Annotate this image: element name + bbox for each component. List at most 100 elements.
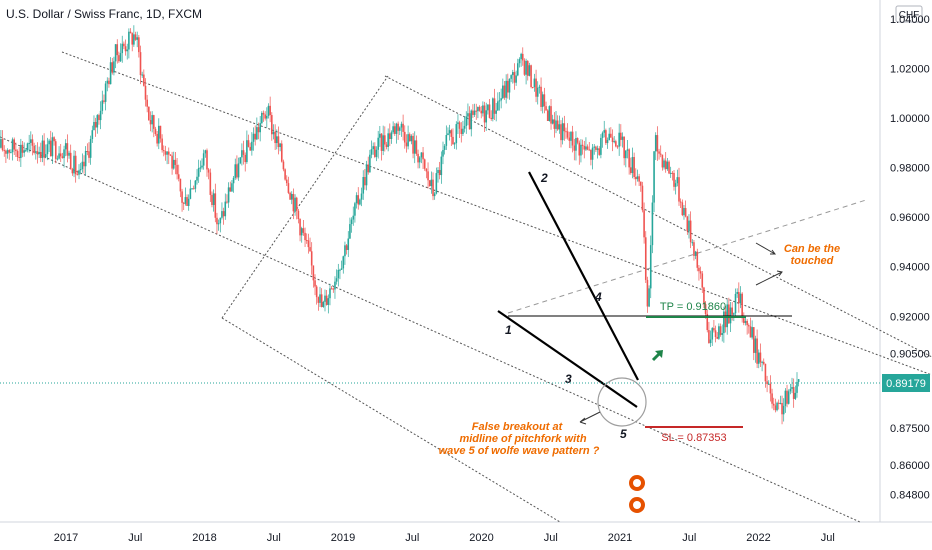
candle-body — [340, 268, 343, 270]
candle-body — [98, 115, 100, 121]
candle-body — [408, 134, 411, 142]
candle-body — [138, 37, 140, 53]
candle-body — [126, 49, 129, 52]
candle-body — [757, 352, 760, 364]
candle-body — [410, 135, 413, 142]
candle-body — [761, 361, 763, 363]
candle-body — [113, 61, 115, 73]
candle-body — [523, 60, 526, 75]
candle-body — [196, 176, 198, 181]
candle-body — [598, 148, 601, 155]
candle-body — [684, 208, 687, 217]
candle-body — [681, 202, 684, 216]
candle-body — [699, 271, 702, 274]
candle-body — [212, 193, 215, 205]
candle-body — [691, 242, 694, 244]
candle-body — [257, 127, 260, 133]
event-icon[interactable] — [629, 475, 645, 491]
candle-body — [565, 131, 567, 133]
candle-body — [698, 267, 700, 272]
candle-body — [134, 34, 137, 40]
candle-body — [329, 288, 331, 299]
candle-body — [664, 160, 667, 170]
candle-body — [10, 152, 12, 154]
candle-body — [634, 177, 637, 180]
candle-body — [771, 393, 773, 404]
candle-body — [58, 153, 60, 159]
candle-body — [214, 193, 217, 218]
candle-body — [131, 33, 134, 45]
candle-body — [448, 130, 451, 134]
candle-body — [734, 293, 737, 314]
candle-body — [94, 121, 97, 128]
candle-body — [119, 53, 122, 62]
candle-body — [507, 80, 509, 93]
candle-body — [1, 139, 4, 151]
candle-body — [78, 170, 80, 175]
candle-body — [789, 388, 792, 392]
candle-body — [63, 149, 65, 159]
candle-body — [36, 151, 39, 155]
candle-body — [199, 167, 202, 169]
candle-body — [590, 149, 592, 160]
candle-body — [413, 140, 416, 154]
candle-body — [207, 169, 210, 173]
candle-body — [490, 117, 492, 119]
candle-body — [167, 151, 170, 155]
candle-body — [56, 158, 59, 160]
candle-body — [603, 130, 606, 133]
candle-body — [663, 160, 665, 168]
x-tick-label: Jul — [821, 532, 835, 544]
candle-body — [402, 123, 404, 132]
candle-body — [64, 143, 67, 150]
candle-body — [197, 168, 200, 177]
candle-body — [625, 150, 627, 159]
candle-body — [319, 294, 321, 303]
candle-body — [289, 192, 291, 200]
candle-body — [310, 251, 313, 266]
wave-label-4: 4 — [594, 290, 602, 304]
candle-body — [239, 157, 242, 164]
price-axis[interactable]: 1.04000 1.02000 1.00000 0.98000 0.96000 0.940… — [890, 14, 930, 502]
candle-body — [237, 163, 240, 178]
pitchfork-upper-line — [61, 51, 932, 376]
candle-body — [290, 193, 293, 200]
candle-body — [156, 133, 158, 144]
candle-body — [615, 141, 617, 147]
event-icon[interactable] — [629, 497, 645, 513]
candle-body — [613, 141, 615, 143]
candle-body — [440, 156, 443, 176]
time-axis[interactable]: 2017 Jul 2018 Jul 2019 Jul 2020 Jul 2021 Jul 2022 J… — [54, 532, 835, 544]
candle-body — [84, 151, 87, 167]
candle-body — [211, 194, 213, 205]
candle-body — [708, 330, 710, 344]
candle-body — [256, 127, 258, 140]
candle-body — [3, 150, 6, 152]
candle-body — [782, 405, 785, 415]
candle-body — [754, 338, 757, 353]
candle-body — [551, 119, 554, 124]
candle-body — [44, 154, 47, 158]
candle-body — [521, 53, 524, 61]
candle-body — [292, 193, 295, 212]
candle-body — [779, 402, 782, 404]
candle-body — [191, 188, 193, 190]
currency-box[interactable] — [895, 5, 923, 23]
candle-body — [355, 195, 358, 204]
candle-body — [267, 105, 270, 116]
candle-body — [375, 149, 378, 157]
candle-body — [498, 100, 501, 102]
candle-body — [133, 34, 135, 45]
candle-body — [561, 123, 564, 141]
candle-body — [264, 114, 266, 119]
candle-body — [11, 139, 14, 153]
candle-body — [520, 53, 522, 60]
candle-body — [330, 288, 333, 290]
candle-body — [432, 179, 434, 197]
candle-body — [706, 313, 709, 331]
candle-body — [518, 59, 521, 64]
candle-body — [746, 320, 748, 326]
candle-body — [123, 43, 125, 47]
candle-body — [621, 136, 624, 140]
